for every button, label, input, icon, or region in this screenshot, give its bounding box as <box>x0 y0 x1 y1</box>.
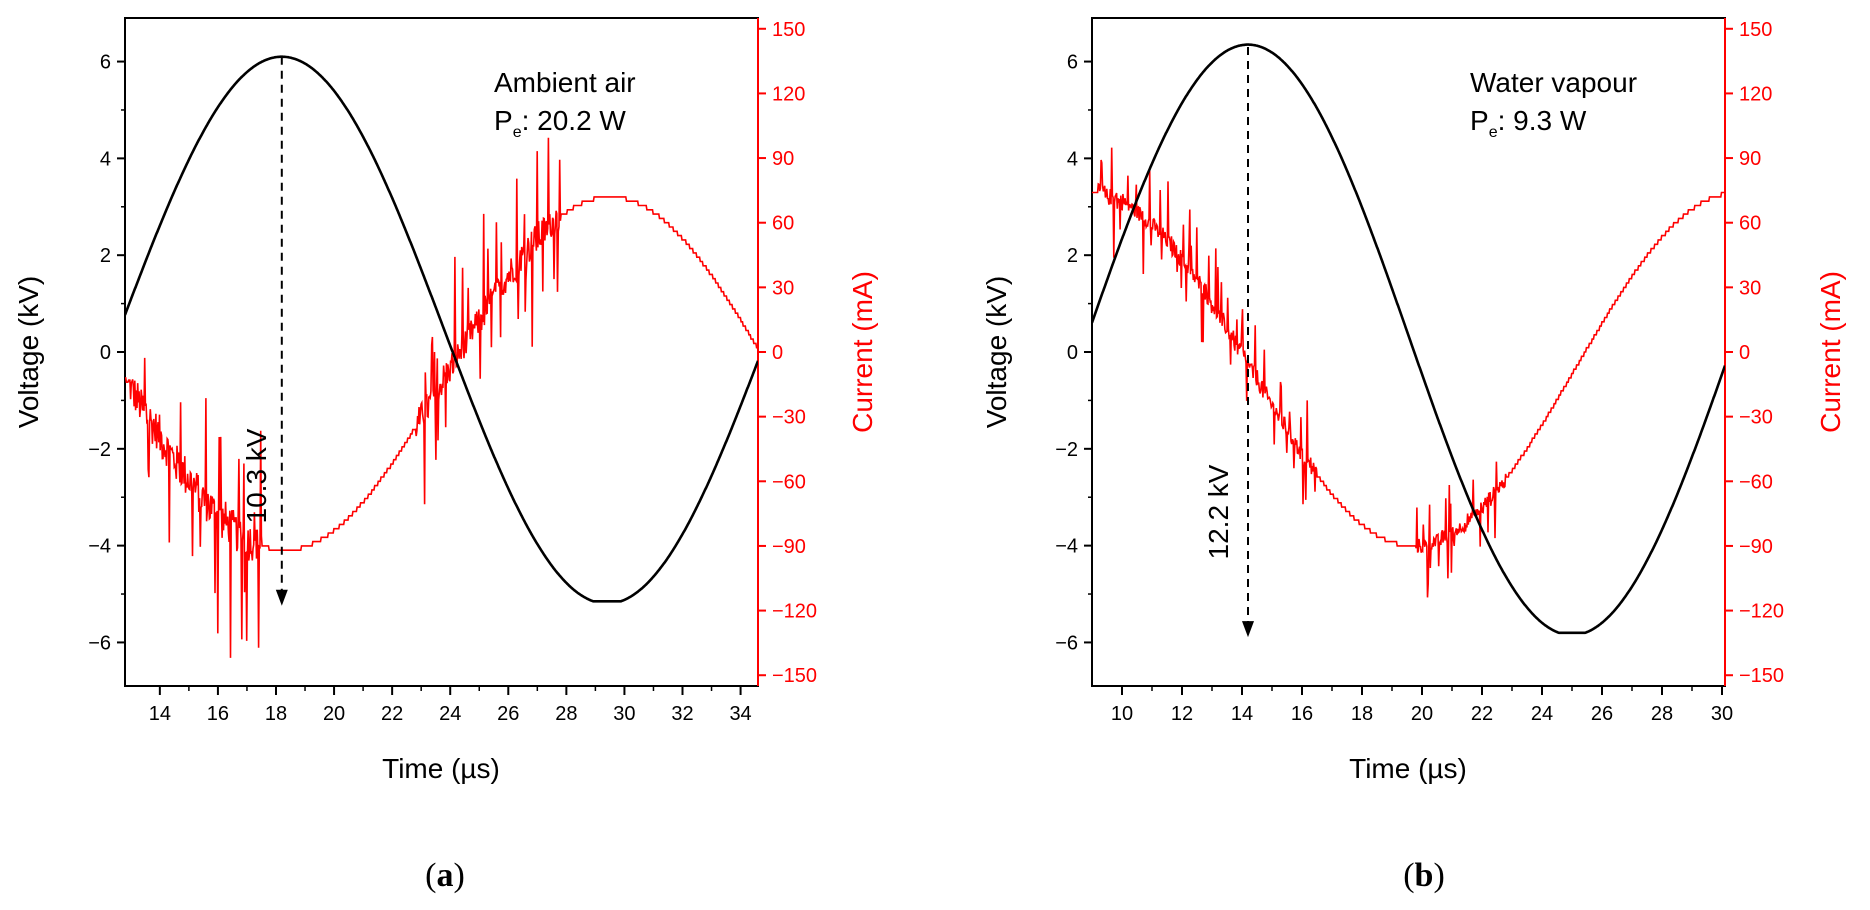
current-series-line-b <box>1092 147 1725 598</box>
y-tick-label: −2 <box>1055 439 1078 461</box>
y2-tick-label: 0 <box>772 342 783 364</box>
y-tick-label: 0 <box>100 342 111 364</box>
y2-tick-label: 150 <box>772 19 805 41</box>
x-tick-label: 22 <box>1471 703 1493 725</box>
y-tick-label: 6 <box>100 52 111 74</box>
x-tick-label: 30 <box>613 703 635 725</box>
y2-tick-label: −150 <box>1739 665 1784 687</box>
arrow-head-a <box>275 589 288 606</box>
power-subscript-b: e <box>1489 124 1498 141</box>
y-tick-label: 2 <box>1067 245 1078 267</box>
y2-tick-label: 30 <box>1739 277 1761 299</box>
y2-ticks-a: −150 −120 −90 −60 −30 0 30 60 90 120 150 <box>757 18 817 687</box>
panel-letter-a: a <box>437 857 454 894</box>
y-tick-label: −4 <box>1055 536 1078 558</box>
x-tick-label: 20 <box>323 703 345 725</box>
x-tick-label: 20 <box>1411 703 1433 725</box>
power-value-a: : 20.2 W <box>522 105 627 136</box>
annotation-power-a: Pe: 20.2 W <box>494 105 626 141</box>
current-series-line-a <box>125 137 758 658</box>
y2-tick-label: −90 <box>1739 536 1773 558</box>
x-tick-label: 26 <box>1591 703 1613 725</box>
power-symbol-b: P <box>1470 105 1489 136</box>
y-tick-label: −4 <box>88 536 111 558</box>
panel-letter-b: b <box>1415 857 1434 894</box>
y-tick-label: −2 <box>88 439 111 461</box>
arrow-label-a: 10.3 kV <box>241 428 272 523</box>
y-tick-label: 6 <box>1067 52 1078 74</box>
y2-tick-label: 120 <box>772 83 805 105</box>
x-tick-label: 32 <box>671 703 693 725</box>
y2-tick-label: 0 <box>1739 342 1750 364</box>
annotation-title-b: Water vapour <box>1470 67 1637 98</box>
y-axis-title-a: Voltage (kV) <box>13 276 44 429</box>
y2-tick-label: −30 <box>1739 407 1773 429</box>
y-tick-label: 0 <box>1067 342 1078 364</box>
arrow-head-b <box>1242 621 1254 638</box>
x-tick-label: 18 <box>1351 703 1373 725</box>
power-value-b: : 9.3 W <box>1498 105 1587 136</box>
y2-tick-label: 60 <box>772 213 794 235</box>
x-ticks-a: 14 16 18 20 22 24 26 28 30 32 34 <box>149 686 752 725</box>
y2-tick-label: −120 <box>1739 601 1784 623</box>
x-tick-label: 24 <box>1531 703 1553 725</box>
y2-axis-title-b: Current (mA) <box>1815 271 1846 433</box>
plot-frame-a <box>124 17 759 687</box>
y2-tick-label: −30 <box>772 407 806 429</box>
x-tick-label: 12 <box>1171 703 1193 725</box>
y2-tick-label: 30 <box>772 277 794 299</box>
annotation-title-a: Ambient air <box>494 67 636 98</box>
x-tick-label: 22 <box>381 703 403 725</box>
x-tick-label: 26 <box>497 703 519 725</box>
arrow-label-b: 12.2 kV <box>1203 464 1234 559</box>
x-axis-title-a: Time (µs) <box>382 753 500 784</box>
x-tick-label: 16 <box>207 703 229 725</box>
y-tick-label: −6 <box>88 632 111 654</box>
y2-tick-label: −120 <box>772 601 817 623</box>
y2-tick-label: 90 <box>1739 148 1761 170</box>
y2-tick-label: 120 <box>1739 83 1772 105</box>
x-tick-label: 28 <box>1651 703 1673 725</box>
y-axis-title-b: Voltage (kV) <box>981 276 1012 429</box>
annotation-power-b: Pe: 9.3 W <box>1470 105 1587 141</box>
y2-tick-label: −90 <box>772 536 806 558</box>
x-tick-label: 28 <box>555 703 577 725</box>
voltage-series-line-a <box>125 55 758 603</box>
x-tick-label: 18 <box>265 703 287 725</box>
x-tick-label: 30 <box>1711 703 1733 725</box>
voltage-series-line-b <box>1092 43 1725 635</box>
x-tick-label: 14 <box>1231 703 1253 725</box>
y2-tick-label: −60 <box>1739 471 1773 493</box>
power-subscript-a: e <box>513 124 522 141</box>
x-axis-title-b: Time (µs) <box>1349 753 1467 784</box>
x-tick-label: 24 <box>439 703 461 725</box>
x-tick-label: 34 <box>729 703 751 725</box>
y-tick-label: 2 <box>100 245 111 267</box>
x-tick-label: 16 <box>1291 703 1313 725</box>
y2-axis-title-a: Current (mA) <box>847 271 878 433</box>
y2-ticks-b: −150 −120 −90 −60 −30 0 30 60 90 120 150 <box>1724 18 1784 687</box>
power-symbol-a: P <box>494 105 513 136</box>
y2-tick-label: 90 <box>772 148 794 170</box>
x-ticks-b: 10 12 14 16 18 20 22 24 26 28 30 <box>1111 686 1733 725</box>
y-ticks-b: −6 −4 −2 0 2 4 6 <box>1055 52 1092 654</box>
panel-label-b: (b) <box>1403 857 1445 894</box>
y2-tick-label: −150 <box>772 665 817 687</box>
y-tick-label: 4 <box>1067 148 1078 170</box>
x-tick-label: 10 <box>1111 703 1133 725</box>
y-tick-label: 4 <box>100 148 111 170</box>
x-tick-label: 14 <box>149 703 171 725</box>
y2-tick-label: 150 <box>1739 19 1772 41</box>
plot-frame-b <box>1091 17 1726 687</box>
y2-tick-label: −60 <box>772 471 806 493</box>
y-ticks-a: −6 −4 −2 0 2 4 6 <box>88 52 125 654</box>
y2-tick-label: 60 <box>1739 213 1761 235</box>
y-tick-label: −6 <box>1055 632 1078 654</box>
panel-label-a: (a) <box>425 857 465 894</box>
